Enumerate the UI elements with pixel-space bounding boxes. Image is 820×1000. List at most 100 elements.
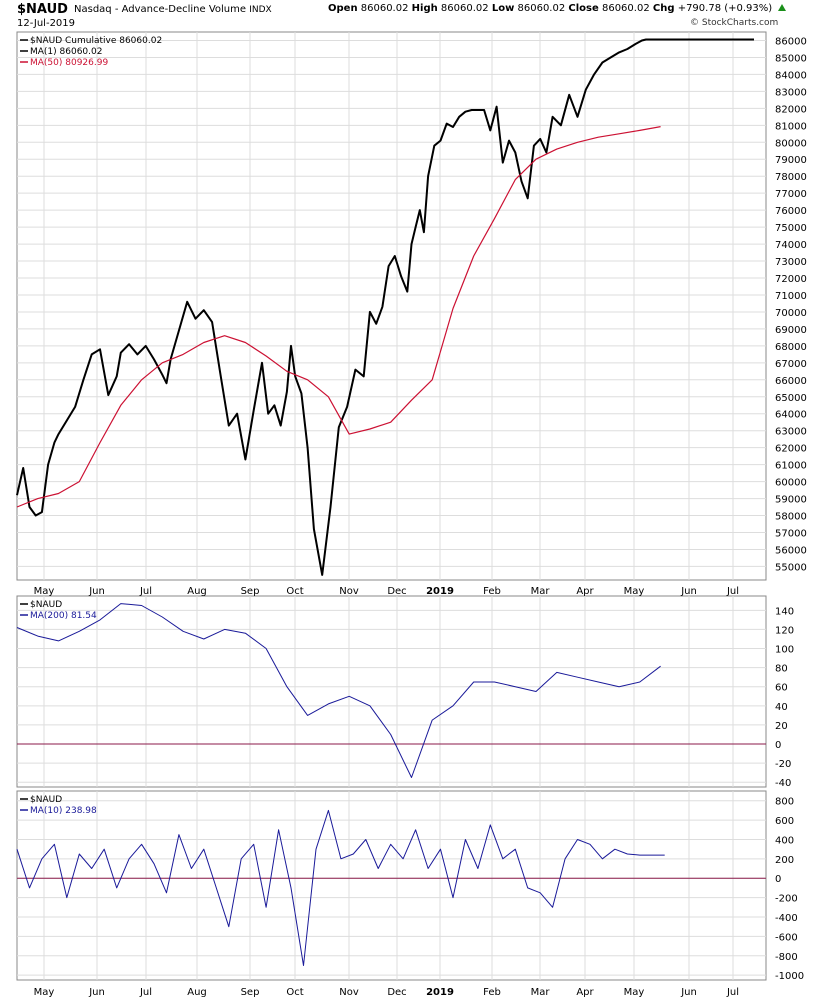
- legend-entry: $NAUD Cumulative 86060.02: [30, 36, 162, 46]
- panel-0-y-tick-label: 70000: [775, 308, 807, 319]
- legend-entry: MA(1) 86060.02: [30, 47, 102, 57]
- x-axis-label: Feb: [483, 987, 501, 998]
- panel-1-y-tick-label: 140: [775, 606, 794, 617]
- panel-2-y-tick-label: -400: [775, 913, 798, 924]
- panel-0-y-tick-label: 68000: [775, 342, 807, 353]
- panel-1-y-tick-label: 100: [775, 645, 794, 656]
- panel-1-y-tick-label: -40: [775, 778, 791, 789]
- panel-2-frame: [16, 790, 767, 981]
- x-axis-label: Dec: [387, 586, 406, 597]
- panel-0-y-tick-label: 79000: [775, 155, 807, 166]
- x-axis-label: May: [34, 987, 55, 998]
- series-line-2-0: [16, 809, 665, 966]
- panel-0-y-tick-label: 85000: [775, 53, 807, 64]
- panel-0-y-tick-label: 75000: [775, 223, 807, 234]
- panel-0-y-tick-label: 57000: [775, 528, 807, 539]
- x-axis-label: Aug: [187, 586, 207, 597]
- up-arrow-icon: [778, 4, 787, 11]
- x-axis-label: Sep: [241, 586, 260, 597]
- panel-0-y-tick-label: 62000: [775, 444, 807, 455]
- panel-0-y-tick-label: 80000: [775, 138, 807, 149]
- x-axis-label: Sep: [241, 987, 260, 998]
- panel-1-frame: [16, 595, 767, 788]
- panel-0-y-tick-label: 83000: [775, 87, 807, 98]
- series-line-0-1: [16, 126, 661, 508]
- open-label: Open: [328, 3, 358, 14]
- panel-0-y-tick-label: 56000: [775, 545, 807, 556]
- exchange-code: INDX: [249, 5, 272, 15]
- legend-entry: MA(200) 81.54: [30, 611, 97, 621]
- low-label: Low: [491, 3, 515, 14]
- panel-0-y-tick-label: 74000: [775, 240, 807, 251]
- x-axis-label: May: [624, 987, 645, 998]
- panel-0-y-tick-label: 65000: [775, 393, 807, 404]
- panel-0-y-tick-label: 64000: [775, 410, 807, 421]
- x-axis-label: Jun: [680, 987, 697, 998]
- chart-date: 12-Jul-2019: [17, 18, 76, 29]
- ticker-symbol: $NAUD: [17, 2, 68, 17]
- panel-0-y-tick-label: 81000: [775, 121, 807, 132]
- panel-2-y-tick-label: -800: [775, 952, 798, 963]
- panel-2-y-tick-label: 200: [775, 855, 794, 866]
- high-value: 86060.02: [440, 3, 489, 14]
- series-line-0-0: [16, 38, 754, 576]
- panel-2-y-tick-label: 0: [775, 874, 781, 885]
- instrument-name-text: Nasdaq - Advance-Decline Volume: [74, 4, 247, 15]
- x-axis-label: Jul: [726, 586, 739, 597]
- x-axis-label: Apr: [576, 987, 594, 998]
- panel-0-y-tick-label: 86000: [775, 36, 807, 47]
- panel-0-y-tick-label: 61000: [775, 461, 807, 472]
- x-axis-label: 2019: [426, 586, 454, 597]
- panel-0-y-tick-label: 60000: [775, 478, 807, 489]
- x-axis-label: May: [624, 586, 645, 597]
- panel-1-y-tick-label: 20: [775, 721, 788, 732]
- x-axis-label: Jul: [139, 987, 152, 998]
- panel-2-y-tick-label: 600: [775, 816, 794, 827]
- source-watermark: © StockCharts.com: [690, 18, 779, 28]
- panel-1-y-tick-label: 80: [775, 664, 788, 675]
- x-axis-label: May: [34, 586, 55, 597]
- close-value: 86060.02: [601, 3, 650, 14]
- x-axis-label: Apr: [576, 586, 594, 597]
- x-axis-label: Mar: [531, 586, 551, 597]
- x-axis-label: Dec: [387, 987, 406, 998]
- legend-entry: MA(50) 80926.99: [30, 58, 108, 68]
- panel-2-y-tick-label: 800: [775, 797, 794, 808]
- panel-0-y-tick-label: 58000: [775, 512, 807, 523]
- open-value: 86060.02: [360, 3, 409, 14]
- x-axis-label: Nov: [339, 586, 359, 597]
- panel-1-y-tick-label: 60: [775, 683, 788, 694]
- chg-value: +790.78 (+0.93%): [677, 3, 773, 14]
- panel-0-y-tick-label: 59000: [775, 495, 807, 506]
- panel-0-y-tick-label: 67000: [775, 359, 807, 370]
- chart-header: $NAUD Nasdaq - Advance-Decline Volume IN…: [0, 0, 820, 32]
- panel-0-y-tick-label: 76000: [775, 206, 807, 217]
- panel-1-y-tick-label: 40: [775, 702, 788, 713]
- high-label: High: [411, 3, 438, 14]
- panel-0-frame: [16, 31, 767, 581]
- x-axis-label: Aug: [187, 987, 207, 998]
- legend-entry: $NAUD: [30, 795, 62, 805]
- panel-0-y-tick-label: 82000: [775, 104, 807, 115]
- low-value: 86060.02: [517, 3, 566, 14]
- x-axis-label: Mar: [531, 987, 551, 998]
- panel-1-y-tick-label: 120: [775, 625, 794, 636]
- x-axis-label: Oct: [286, 586, 303, 597]
- x-axis-label: Jul: [139, 586, 152, 597]
- panel-0-y-tick-label: 66000: [775, 376, 807, 387]
- panel-2-y-tick-label: 400: [775, 835, 794, 846]
- ohlc-readout: Open 86060.02 High 86060.02 Low 86060.02…: [328, 3, 787, 14]
- x-axis-label: Jun: [88, 987, 105, 998]
- chg-label: Chg: [652, 3, 675, 14]
- panel-0-y-tick-label: 63000: [775, 427, 807, 438]
- panel-2-y-tick-label: -1000: [775, 971, 804, 982]
- legend-entry: $NAUD: [30, 600, 62, 610]
- panel-0-y-tick-label: 73000: [775, 257, 807, 268]
- panel-0-y-tick-label: 72000: [775, 274, 807, 285]
- panel-0-y-tick-label: 69000: [775, 325, 807, 336]
- series-line-1-0: [16, 603, 661, 778]
- x-axis-label: 2019: [426, 987, 454, 998]
- x-axis-label: Feb: [483, 586, 501, 597]
- legend-entry: MA(10) 238.98: [30, 806, 97, 816]
